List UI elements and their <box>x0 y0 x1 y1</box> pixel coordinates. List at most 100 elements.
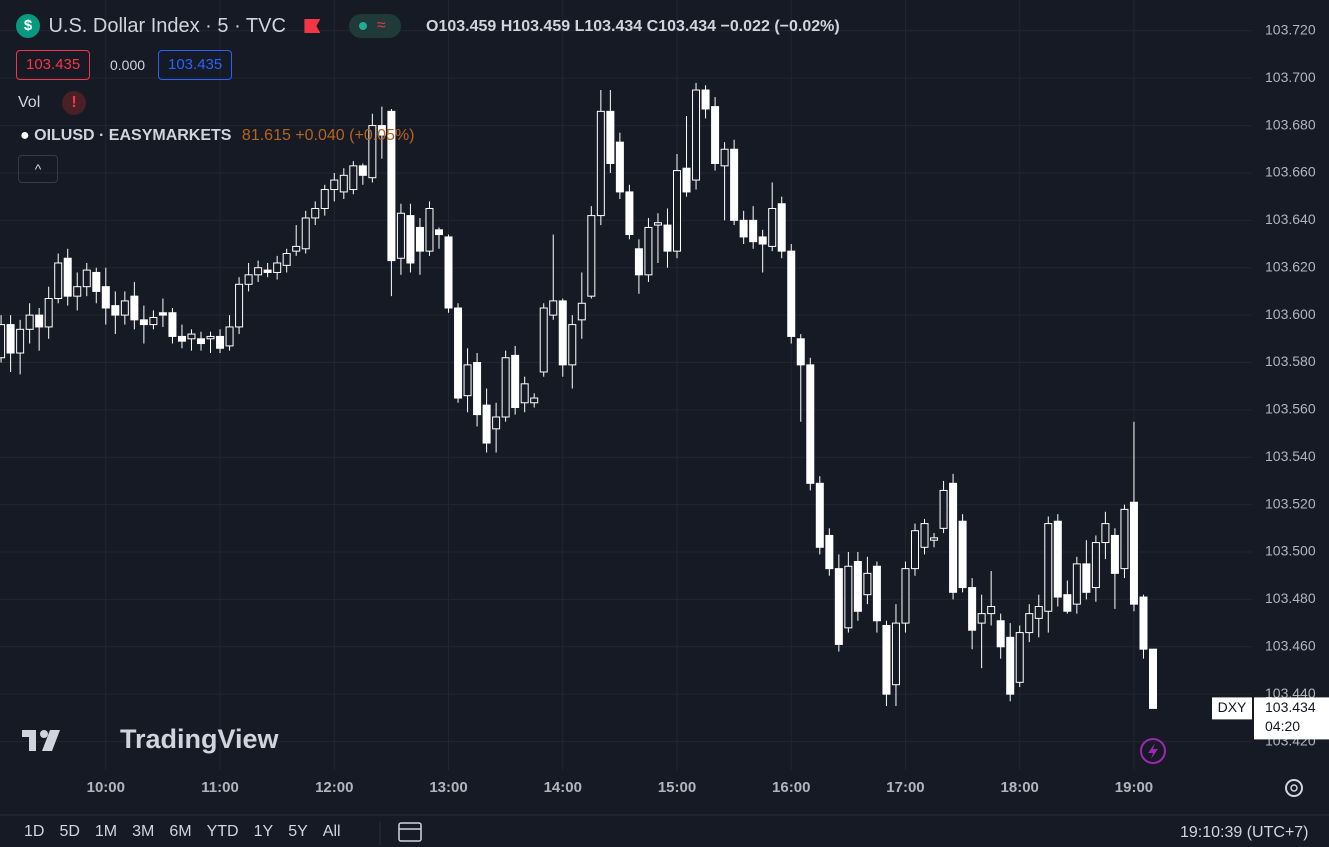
settings-button[interactable] <box>1285 779 1303 797</box>
candle-body <box>158 312 167 316</box>
volume-warning[interactable]: ! <box>62 91 86 115</box>
candle-body <box>615 141 624 193</box>
oil-icon: ● <box>20 127 30 144</box>
price-symbol-box <box>1212 697 1252 720</box>
candle-body <box>282 253 291 266</box>
price-symbol: DXY <box>1218 699 1247 715</box>
lightning-button[interactable] <box>1140 738 1166 764</box>
candle-body <box>730 148 739 221</box>
range-button[interactable]: All <box>322 823 341 840</box>
candle-body <box>977 613 986 624</box>
candle-body <box>568 324 577 366</box>
sell-button[interactable]: 103.435 <box>16 50 91 80</box>
x-tick-label: 18:00 <box>1001 779 1039 796</box>
candle-body <box>216 335 225 349</box>
candle-body <box>644 226 653 276</box>
range-button[interactable]: YTD <box>206 823 239 840</box>
candle-body <box>891 622 900 686</box>
candle-body <box>396 212 405 259</box>
market-status[interactable]: ≈ <box>348 14 401 38</box>
overlay-name[interactable]: OILUSD · EASYMARKETS <box>34 127 232 144</box>
candle-body <box>1101 523 1110 544</box>
y-tick-label: 103.580 <box>1265 353 1316 369</box>
candle-body <box>358 165 367 176</box>
x-tick-label: 13:00 <box>429 779 467 796</box>
range-button[interactable]: 1Y <box>253 823 274 840</box>
y-tick-label: 103.540 <box>1265 448 1316 464</box>
symbol-icon: $ <box>16 14 40 38</box>
candle-body <box>958 520 967 589</box>
candles <box>0 82 1157 709</box>
y-tick-label: 103.640 <box>1265 211 1316 227</box>
candle-body <box>473 361 482 416</box>
candle-body <box>263 269 272 273</box>
candle-body <box>406 215 415 264</box>
x-tick-label: 14:00 <box>544 779 582 796</box>
candle-body <box>1110 534 1119 574</box>
candle-body <box>796 338 805 366</box>
last-price-label: DXY 103.434 04:20 <box>1212 697 1329 740</box>
candle-body <box>444 236 453 309</box>
x-tick-label: 15:00 <box>658 779 696 796</box>
candle-body <box>701 89 710 110</box>
range-button[interactable]: 1M <box>94 823 118 840</box>
grid <box>0 0 1252 770</box>
candle-body <box>996 620 1005 648</box>
symbol-row: $ U.S. Dollar Index · 5 · TVC ≈ <box>16 14 401 38</box>
candle-body <box>692 89 701 181</box>
symbol-title[interactable]: U.S. Dollar Index · 5 · TVC <box>48 14 286 37</box>
candle-body <box>415 226 424 252</box>
candle-body <box>520 383 529 404</box>
range-button[interactable]: 5Y <box>288 823 308 840</box>
y-tick-label: 103.480 <box>1265 590 1316 606</box>
x-tick-label: 16:00 <box>772 779 810 796</box>
ohlc-legend: O103.459 H103.459 L103.434 C103.434 −0.0… <box>426 18 840 36</box>
candle-body <box>454 307 463 399</box>
date-range-button[interactable] <box>398 822 422 842</box>
candle-body <box>673 170 681 252</box>
candle-body <box>111 305 120 316</box>
candle-body <box>825 534 834 570</box>
x-tick-label: 11:00 <box>201 779 239 796</box>
spread: 0.000 <box>110 57 146 73</box>
ohlc-close: C103.434 <box>646 18 717 35</box>
y-tick-label: 103.720 <box>1265 22 1316 38</box>
range-button[interactable]: 6M <box>169 823 192 840</box>
candle-body <box>139 319 148 326</box>
candle-body <box>1063 594 1072 612</box>
candle-body <box>987 606 996 615</box>
candle-body <box>501 357 510 418</box>
candle-body <box>377 125 386 136</box>
candle-body <box>1091 542 1100 589</box>
y-tick-label: 103.600 <box>1265 306 1316 322</box>
range-button[interactable]: 1D <box>24 823 45 840</box>
y-tick-label: 103.660 <box>1265 164 1316 180</box>
candle-body <box>777 203 786 252</box>
candle-body <box>549 300 558 316</box>
candle-body <box>349 165 358 191</box>
range-button[interactable]: 3M <box>132 823 155 840</box>
candle-body <box>901 568 910 624</box>
candle-body <box>872 565 881 622</box>
range-buttons: 1D 5D 1M 3M 6M YTD 1Y 5Y All <box>24 823 356 841</box>
candle-body <box>930 537 939 541</box>
collapse-button[interactable]: ^ <box>18 155 58 183</box>
candle-body <box>120 300 129 316</box>
ohlc-low: L103.434 <box>574 18 643 35</box>
candle-body <box>577 302 586 321</box>
y-tick-label: 103.560 <box>1265 401 1316 417</box>
candle-body <box>254 267 263 276</box>
candle-body <box>16 328 25 354</box>
candle-body <box>1072 563 1081 605</box>
range-button[interactable]: 5D <box>59 823 80 840</box>
candle-body <box>939 489 948 529</box>
candle-body <box>63 257 72 297</box>
candle-body <box>368 125 377 179</box>
buy-button[interactable]: 103.435 <box>158 50 233 80</box>
flag-icon[interactable] <box>304 19 321 33</box>
candle-body <box>682 167 691 193</box>
candle-body <box>387 110 396 262</box>
y-tick-label: 103.620 <box>1265 258 1316 274</box>
candle-body <box>177 335 186 342</box>
candle-body <box>834 568 843 645</box>
